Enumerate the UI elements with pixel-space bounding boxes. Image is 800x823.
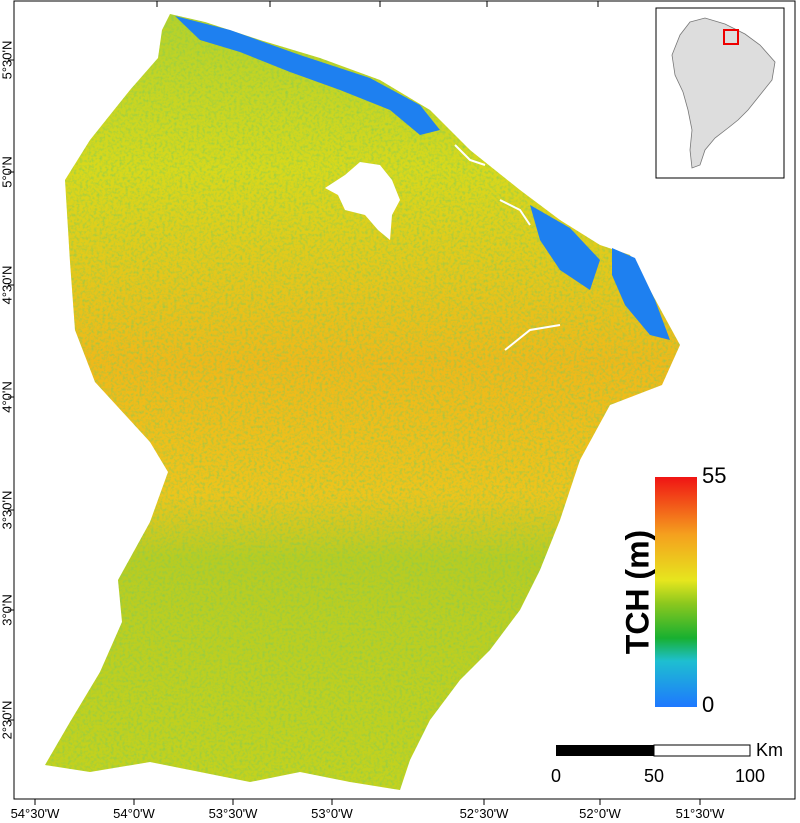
latitude-label: 5°30'N	[0, 41, 14, 80]
inset-map	[655, 7, 785, 179]
legend-max: 55	[702, 463, 726, 488]
scale-bar-label: 50	[644, 766, 664, 786]
lake	[325, 162, 400, 240]
scale-bar-unit: Km	[756, 740, 783, 760]
latitude-label: 4°30'N	[0, 266, 14, 305]
legend-min: 0	[702, 692, 714, 717]
scale-bar-segment	[653, 744, 751, 757]
coastal-wetland	[612, 248, 670, 340]
scale-bar-label: 100	[735, 766, 765, 786]
colorbar	[655, 477, 697, 707]
legend-title: TCH (m)	[619, 530, 655, 654]
scale-bar-label: 0	[551, 766, 561, 786]
longitude-label: 53°0'W	[311, 806, 353, 821]
longitude-label: 52°0'W	[579, 806, 621, 821]
longitude-label: 54°30'W	[11, 806, 61, 821]
river	[454, 144, 561, 351]
scale-bar-segment	[556, 745, 654, 756]
latitude-label: 2°30'N	[0, 701, 14, 740]
longitude-label: 53°30'W	[209, 806, 259, 821]
coastal-wetland	[530, 205, 600, 290]
coastal-wetland	[175, 16, 440, 135]
inset-highlight	[723, 29, 739, 45]
longitude-label: 52°30'W	[460, 806, 510, 821]
latitude-label: 3°0'N	[0, 594, 14, 626]
longitude-label: 54°0'W	[113, 806, 155, 821]
south-america	[671, 17, 776, 169]
latitude-label: 5°0'N	[0, 156, 14, 188]
latitude-label: 4°0'N	[0, 381, 14, 413]
latitude-label: 3°30'N	[0, 491, 14, 530]
land-texture	[45, 14, 680, 790]
longitude-label: 51°30'W	[676, 806, 726, 821]
